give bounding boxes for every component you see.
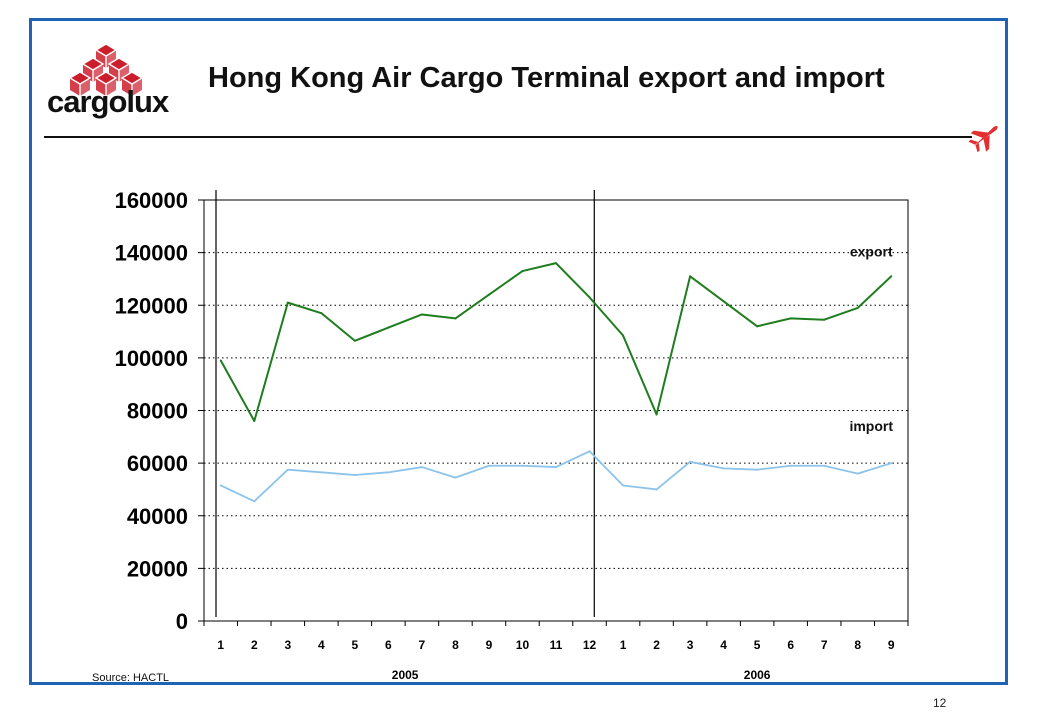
data-point-export xyxy=(487,293,490,296)
x-tick-label: 5 xyxy=(352,638,359,652)
y-tick-label: 160000 xyxy=(115,188,188,213)
y-tick-label: 120000 xyxy=(115,293,188,318)
data-point-import xyxy=(555,466,557,469)
data-point-import xyxy=(454,476,457,479)
data-point-export xyxy=(689,275,692,278)
plot-area xyxy=(203,199,909,622)
series-line-export xyxy=(219,262,892,423)
series-line-import xyxy=(220,450,892,503)
data-point-export xyxy=(722,300,725,303)
data-point-export xyxy=(890,275,893,278)
x-tick-label: 4 xyxy=(318,638,325,652)
data-point-export xyxy=(286,301,289,304)
data-point-import xyxy=(387,471,390,474)
data-point-export xyxy=(454,317,457,320)
x-tick-label: 9 xyxy=(888,638,895,652)
data-point-export xyxy=(823,318,826,321)
series-label-export: export xyxy=(850,243,893,259)
data-point-export xyxy=(756,325,759,328)
x-tick-label: 3 xyxy=(284,638,291,652)
x-tick-label: 9 xyxy=(486,638,493,652)
data-point-import xyxy=(689,460,692,463)
airplane-icon xyxy=(968,126,998,153)
x-tick-label: 8 xyxy=(854,638,861,652)
data-point-import xyxy=(286,468,289,471)
page-number: 12 xyxy=(933,696,947,710)
x-tick-label: 10 xyxy=(516,638,530,652)
x-tick-label: 2 xyxy=(653,638,660,652)
source-note: Source: HACTL xyxy=(92,672,170,684)
data-point-import xyxy=(253,500,256,503)
data-point-import xyxy=(588,450,591,453)
y-tick-label: 140000 xyxy=(115,241,188,266)
data-point-export xyxy=(353,339,356,342)
data-point-import xyxy=(219,484,222,487)
x-tick-label: 2 xyxy=(251,638,258,652)
line-chart: 0 20000 40000 60000 80000 100000 120000 140000 1… xyxy=(115,188,909,682)
x-tick-label: 6 xyxy=(787,638,794,652)
series-label-import: import xyxy=(849,418,893,434)
year-label: 2006 xyxy=(744,668,771,682)
title-divider xyxy=(44,136,972,138)
x-tick-label: 7 xyxy=(821,638,828,652)
data-point-import xyxy=(622,484,625,487)
y-tick-label: 20000 xyxy=(127,556,188,581)
data-point-import xyxy=(420,466,423,469)
y-tick-label: 60000 xyxy=(127,451,188,476)
data-point-export xyxy=(420,313,423,316)
x-tick-label: 1 xyxy=(620,638,627,652)
data-point-import xyxy=(756,468,759,471)
x-tick-label: 1 xyxy=(217,638,224,652)
x-tick-label: 12 xyxy=(583,638,597,652)
y-tick-label: 100000 xyxy=(115,346,188,371)
data-point-export xyxy=(320,312,323,315)
cargolux-logo-icon xyxy=(68,43,144,96)
data-point-export xyxy=(655,413,658,416)
data-point-import xyxy=(655,488,658,491)
logo-text: cargolux xyxy=(47,84,169,119)
data-point-export xyxy=(856,306,859,309)
data-point-import xyxy=(789,464,792,467)
data-point-export xyxy=(219,359,222,362)
x-tick-label: 3 xyxy=(687,638,694,652)
data-point-import xyxy=(856,472,859,475)
data-point-export xyxy=(789,317,792,320)
data-point-import xyxy=(722,467,725,470)
x-tick-label: 5 xyxy=(754,638,761,652)
x-tick-label: 11 xyxy=(550,638,563,652)
data-point-export xyxy=(555,262,557,265)
data-point-import xyxy=(320,471,323,474)
data-point-export xyxy=(622,334,625,337)
x-tick-label: 4 xyxy=(720,638,727,652)
y-tick-label: 80000 xyxy=(127,399,188,424)
data-point-export xyxy=(521,270,524,273)
x-tick-label: 7 xyxy=(419,638,426,652)
page-title: Hong Kong Air Cargo Terminal export and … xyxy=(208,62,885,94)
y-tick-label: 40000 xyxy=(127,504,188,529)
data-point-import xyxy=(890,462,893,465)
data-point-import xyxy=(521,464,524,467)
x-tick-label: 6 xyxy=(385,638,392,652)
data-point-export xyxy=(387,326,390,329)
data-point-import xyxy=(823,464,826,467)
data-point-import xyxy=(353,473,356,476)
year-label: 2005 xyxy=(392,668,419,682)
data-point-export xyxy=(588,296,591,299)
data-point-export xyxy=(253,420,256,423)
data-point-import xyxy=(487,464,490,467)
y-tick-label: 0 xyxy=(176,609,188,634)
slide-frame xyxy=(29,18,1008,685)
x-tick-label: 8 xyxy=(452,638,459,652)
